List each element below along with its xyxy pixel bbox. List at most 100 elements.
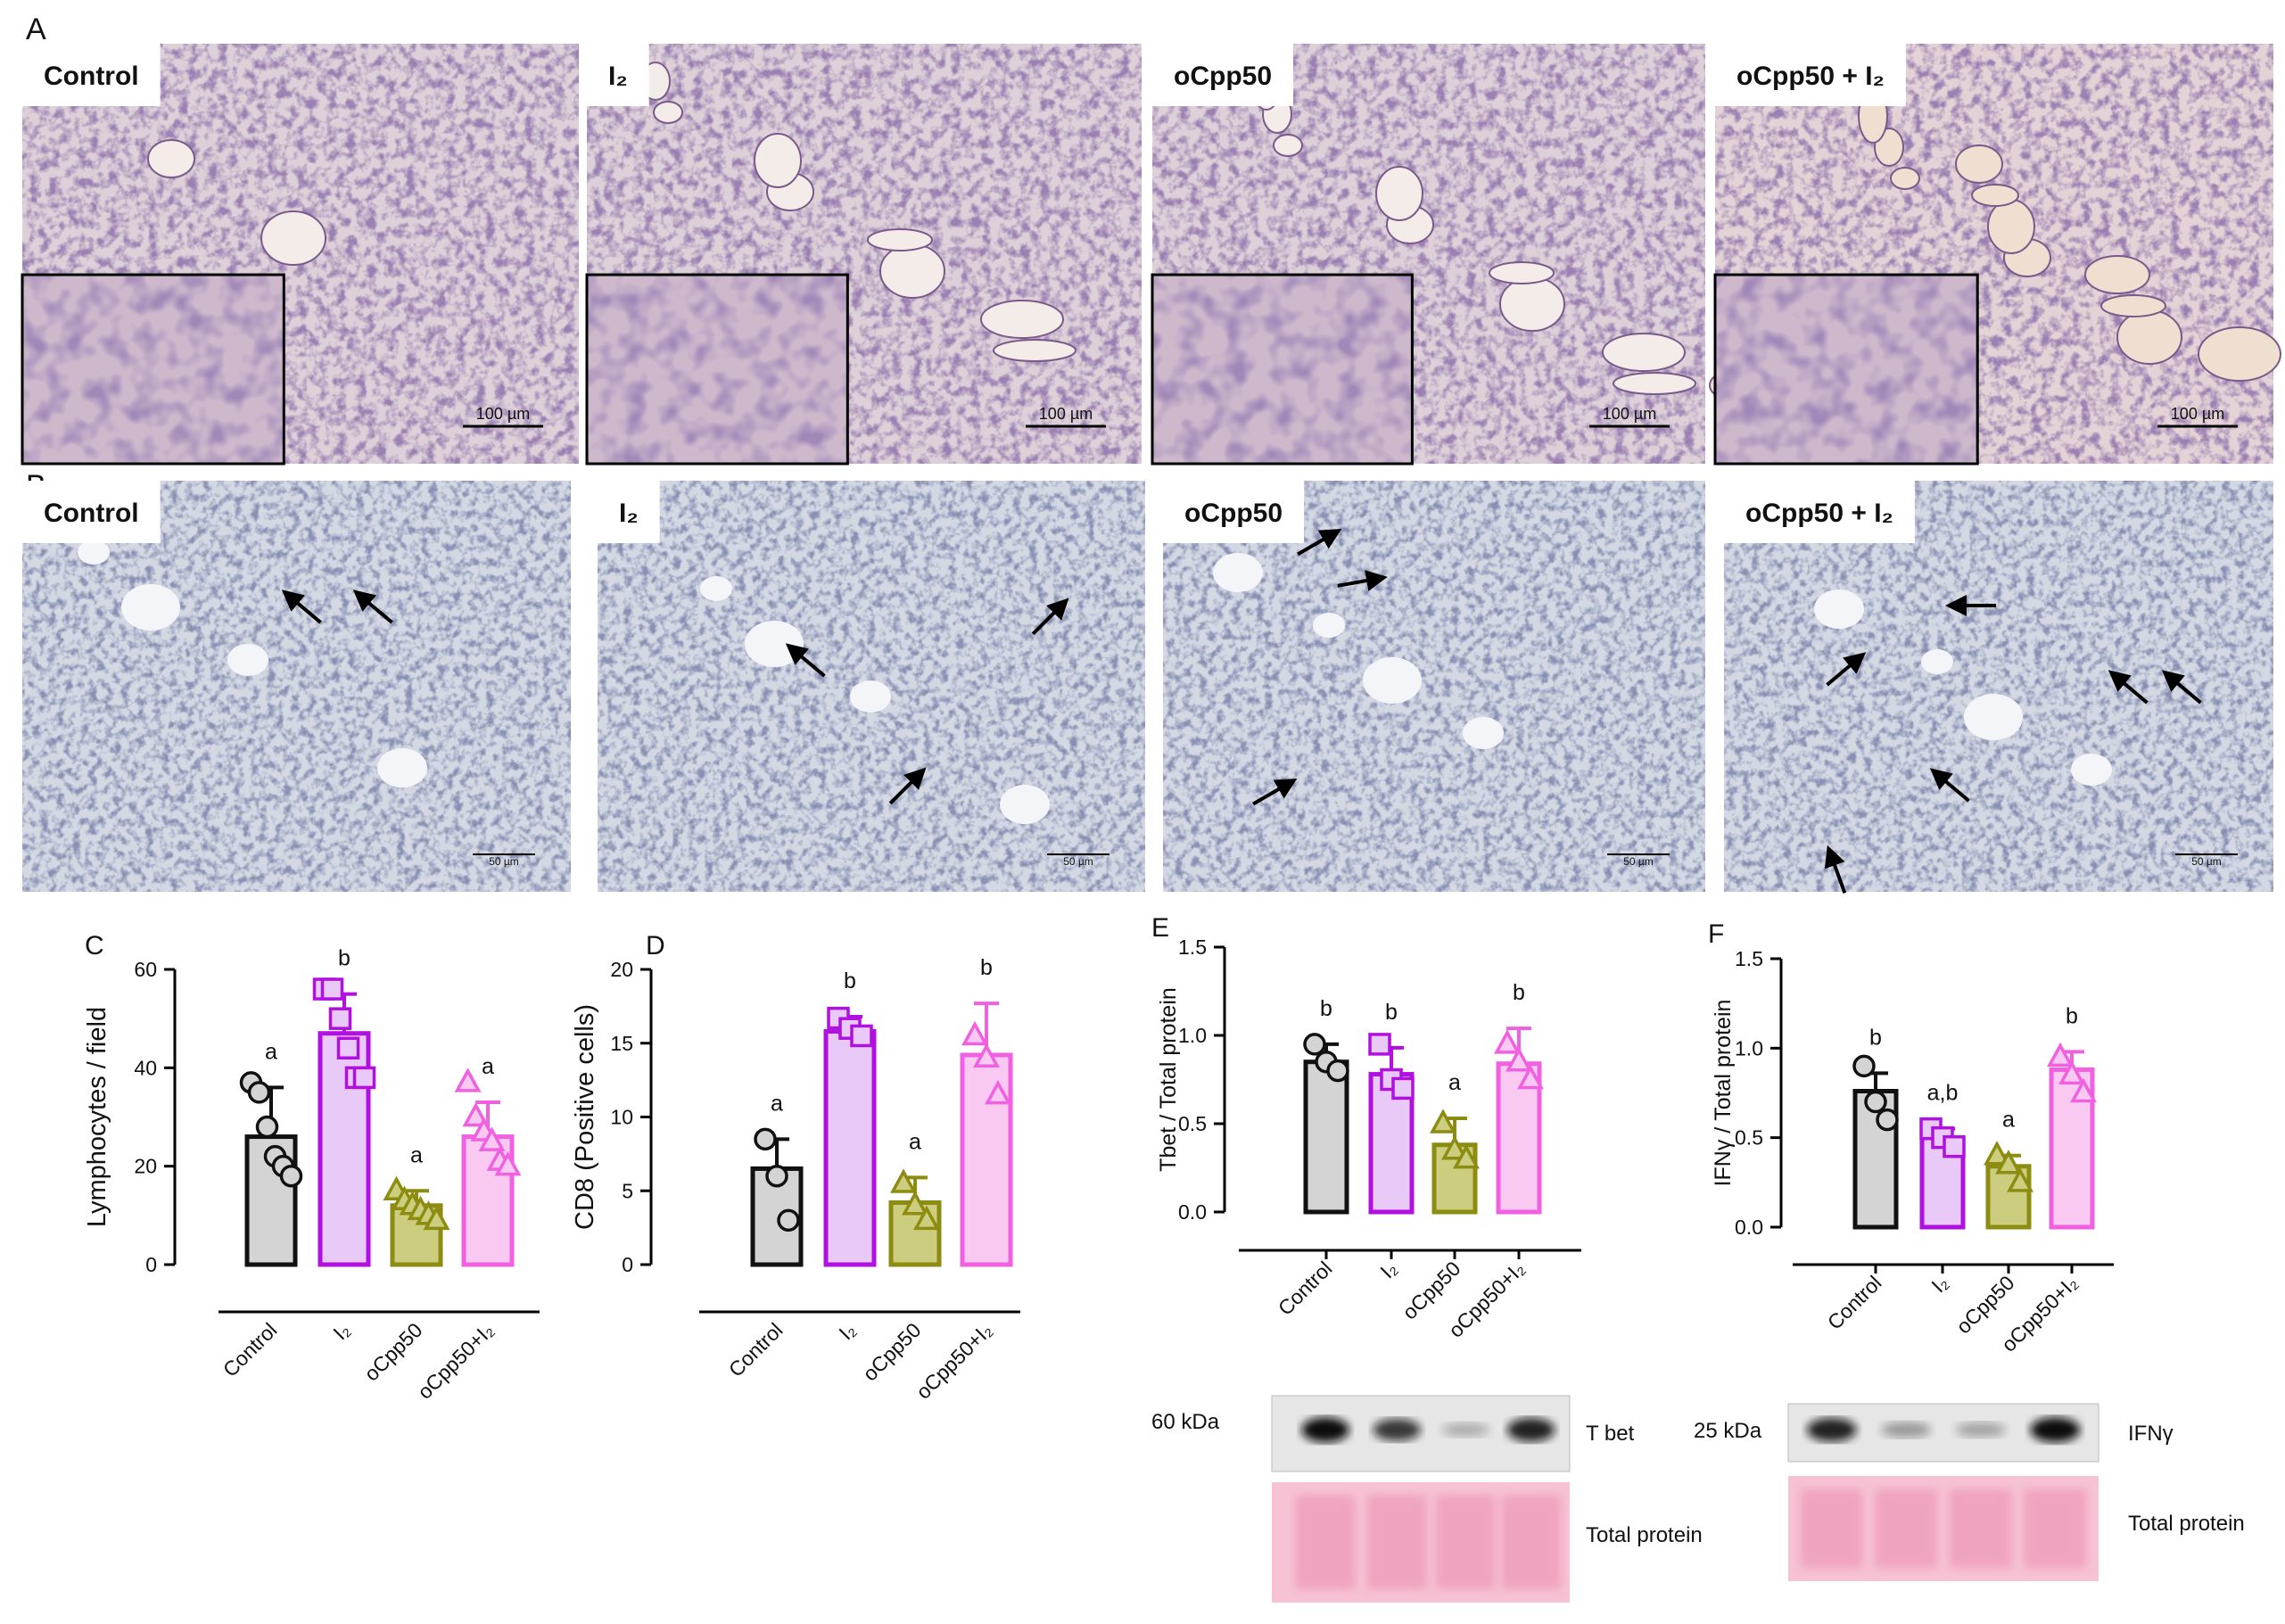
lumen bbox=[754, 133, 802, 188]
lumen bbox=[1463, 717, 1504, 749]
protein-lane bbox=[1949, 1489, 2012, 1568]
image-label: Control bbox=[44, 62, 139, 91]
arrow bbox=[2108, 670, 2149, 705]
inset-border bbox=[21, 273, 285, 466]
arrow bbox=[281, 589, 322, 624]
image-label: oCpp50 bbox=[1174, 62, 1272, 91]
lumen bbox=[700, 576, 732, 601]
data-point bbox=[478, 1126, 506, 1151]
scale-bar-label: 50 µm bbox=[489, 855, 519, 868]
arrow bbox=[352, 589, 393, 624]
significance-letter: a bbox=[265, 1039, 277, 1064]
significance-letter: b bbox=[980, 955, 993, 980]
y-tick-label: 0.0 bbox=[1178, 1200, 1207, 1224]
y-axis-title: Tbet / Total protein bbox=[1156, 987, 1181, 1172]
inset-texture bbox=[587, 275, 848, 464]
lumen bbox=[1602, 333, 1686, 372]
panel-letter: F bbox=[1708, 919, 1724, 949]
significance-letter: b bbox=[338, 946, 351, 971]
y-tick-label: 0 bbox=[622, 1253, 633, 1276]
y-tick-label: 40 bbox=[134, 1056, 157, 1079]
lumen bbox=[1375, 166, 1423, 221]
lumen bbox=[78, 540, 110, 565]
data-point bbox=[423, 1205, 450, 1231]
significance-letter: a bbox=[482, 1054, 494, 1079]
x-tick-label: Control bbox=[724, 1318, 788, 1381]
blot-band bbox=[1373, 1418, 1421, 1441]
protein-lane bbox=[1875, 1489, 1938, 1568]
arrow bbox=[2161, 670, 2202, 705]
data-point bbox=[973, 1043, 1000, 1068]
blot-band bbox=[1441, 1422, 1489, 1438]
data-point bbox=[1984, 1141, 2010, 1166]
x-tick-label: oCpp50 bbox=[858, 1318, 925, 1385]
y-tick-label: 1.0 bbox=[1735, 1036, 1763, 1059]
lumen bbox=[1363, 657, 1422, 704]
y-tick-label: 0.0 bbox=[1735, 1216, 1763, 1239]
significance-letter: b bbox=[1869, 1025, 1882, 1050]
x-tick-label: I₂ bbox=[1926, 1271, 1952, 1297]
y-tick-label: 15 bbox=[610, 1032, 633, 1055]
y-tick-label: 60 bbox=[134, 958, 157, 981]
blot-band bbox=[1506, 1418, 1555, 1442]
y-tick-label: 20 bbox=[134, 1155, 157, 1178]
lumen bbox=[377, 748, 427, 787]
significance-letter: a bbox=[410, 1142, 423, 1167]
panel-letter: C bbox=[85, 931, 104, 960]
label-background bbox=[1152, 44, 1294, 106]
lumen bbox=[227, 644, 268, 676]
lumen bbox=[980, 300, 1064, 339]
molecular-weight-label: 60 kDa bbox=[1151, 1410, 1220, 1434]
label-background bbox=[1724, 481, 1915, 543]
protein-lane bbox=[1366, 1496, 1427, 1589]
lumen bbox=[1964, 694, 2023, 740]
lumen bbox=[260, 210, 326, 266]
x-tick-label: Control bbox=[219, 1318, 282, 1381]
label-background bbox=[1715, 44, 1906, 106]
x-tick-label: I₂ bbox=[834, 1318, 860, 1344]
data-point bbox=[1517, 1064, 1544, 1090]
scale-bar-label: 100 µm bbox=[2171, 405, 2224, 423]
y-tick-label: 1.5 bbox=[1178, 936, 1207, 959]
y-tick-label: 5 bbox=[622, 1179, 633, 1202]
x-tick-label: Control bbox=[1274, 1257, 1337, 1320]
data-point bbox=[328, 1007, 352, 1030]
inset-border bbox=[585, 273, 849, 466]
panel-letter: D bbox=[646, 931, 665, 960]
data-point bbox=[2070, 1077, 2097, 1103]
data-point bbox=[1943, 1134, 1966, 1158]
lumen bbox=[879, 243, 945, 299]
data-point bbox=[2007, 1167, 2033, 1192]
micrograph-texture bbox=[22, 481, 571, 892]
lumen bbox=[1313, 613, 1345, 638]
x-tick-label: I₂ bbox=[328, 1318, 354, 1344]
bar bbox=[1303, 1059, 1349, 1215]
scale-bar-label: 50 µm bbox=[1623, 855, 1654, 868]
data-point bbox=[754, 1127, 777, 1151]
inset-texture bbox=[1715, 275, 1978, 464]
y-axis-title: Lymphocytes / field bbox=[83, 1007, 111, 1227]
data-point bbox=[1864, 1090, 1887, 1114]
lumen bbox=[1971, 184, 2019, 207]
arrow bbox=[1337, 570, 1388, 591]
blot-loading-label: Total protein bbox=[1586, 1523, 1703, 1547]
bar bbox=[823, 1029, 877, 1267]
significance-letter: a bbox=[2002, 1108, 2015, 1133]
significance-letter: a bbox=[909, 1129, 921, 1154]
data-point bbox=[320, 977, 344, 1001]
y-tick-label: 20 bbox=[610, 958, 633, 981]
arrow bbox=[1929, 768, 1970, 803]
micrograph-texture bbox=[1163, 481, 1705, 892]
image-label: oCpp50 bbox=[1184, 499, 1283, 528]
protein-lane bbox=[1800, 1489, 1863, 1568]
data-point bbox=[913, 1205, 940, 1231]
blot-band bbox=[2030, 1417, 2081, 1443]
data-point bbox=[2047, 1042, 2074, 1068]
arrow bbox=[1031, 598, 1069, 636]
data-point bbox=[462, 1101, 490, 1127]
significance-letter: b bbox=[1513, 980, 1525, 1005]
lumen bbox=[1213, 553, 1263, 592]
data-point bbox=[255, 1115, 279, 1139]
panel-letter: E bbox=[1151, 913, 1169, 943]
data-point bbox=[1852, 1054, 1876, 1078]
